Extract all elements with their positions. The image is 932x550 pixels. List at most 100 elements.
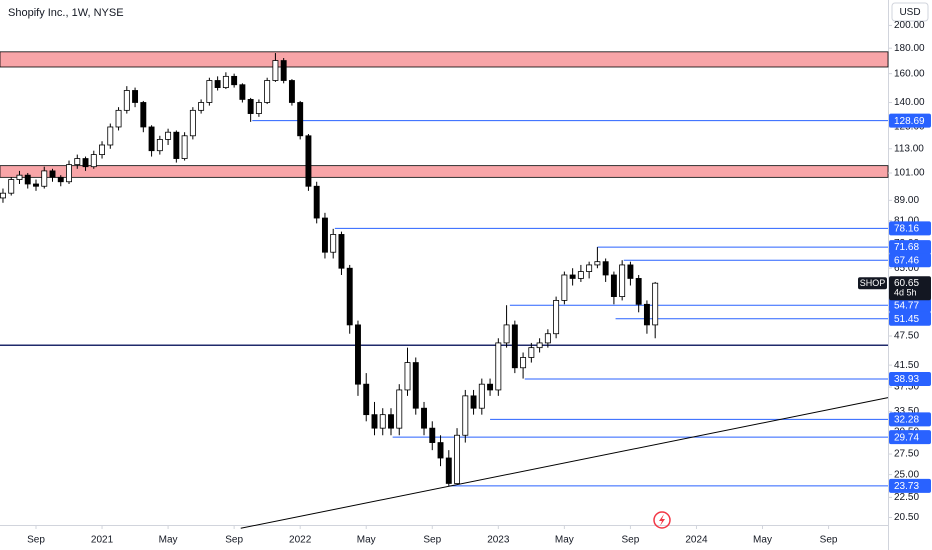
candle-body — [586, 264, 593, 272]
currency[interactable]: USD — [899, 7, 920, 18]
currency-box[interactable] — [891, 2, 929, 22]
candle-body — [511, 324, 518, 369]
candle-body — [454, 434, 461, 484]
y-tick-label: 200.00 — [894, 20, 925, 31]
candle-body — [371, 414, 378, 429]
candle-body — [495, 342, 502, 391]
x-tick-label: May — [357, 535, 376, 546]
resistance-zone — [0, 51, 889, 68]
candle-body — [330, 234, 337, 253]
candle-body — [503, 324, 510, 344]
trendline — [240, 397, 889, 529]
candle-body — [305, 135, 312, 187]
candle-body — [627, 264, 634, 279]
level-price-box — [889, 430, 931, 445]
level-price-box — [889, 240, 931, 255]
resistance-zone — [0, 165, 889, 178]
candle-body — [478, 383, 485, 409]
candle-body — [635, 278, 642, 305]
x-tick-label: Sep — [622, 535, 640, 546]
candle-body — [49, 170, 56, 178]
candle-body — [189, 109, 196, 137]
candle-body — [99, 144, 106, 155]
y-tick-label: 27.50 — [894, 449, 919, 460]
candle-body — [421, 407, 427, 429]
level-price-box — [889, 253, 931, 268]
candle-body — [24, 174, 31, 185]
level-price-box — [889, 298, 931, 313]
candle-body — [231, 75, 238, 86]
level-price-label: 51.45 — [894, 314, 919, 325]
level-price-label: 23.73 — [894, 481, 919, 492]
x-tick-label: 2022 — [289, 535, 312, 546]
candle-body — [594, 261, 601, 266]
y-tick-label: 180.00 — [894, 43, 925, 54]
candle-body — [536, 342, 543, 349]
x-tick-label: 2024 — [685, 535, 708, 546]
candle-body — [396, 389, 403, 429]
candle-body — [82, 158, 89, 168]
candle-body — [412, 362, 419, 409]
candle-body — [181, 135, 188, 159]
chart-title: Shopify Inc., 1W, NYSE — [8, 7, 124, 19]
candle-body — [445, 457, 452, 484]
candle-body — [66, 164, 72, 183]
logo — [653, 511, 671, 529]
candle-body — [363, 383, 370, 416]
candle-body — [429, 427, 436, 443]
candle-body — [123, 90, 130, 111]
level-price-label: 29.74 — [894, 432, 919, 443]
y-tick-label: 33.50 — [894, 406, 919, 417]
y-tick-label: 47.50 — [894, 331, 919, 342]
candle-body — [0, 192, 6, 199]
candle-body — [346, 267, 353, 326]
candle-body — [264, 80, 271, 103]
candle-body — [247, 99, 254, 114]
candle-body — [57, 176, 64, 183]
level-price-box — [889, 311, 931, 326]
level-price-label: 54.77 — [894, 300, 919, 311]
y-tick-label: 81.00 — [894, 215, 919, 226]
candle-body — [140, 102, 147, 128]
candle-body — [652, 282, 659, 326]
level-price-box — [889, 371, 931, 386]
x-tick-label: Sep — [820, 535, 838, 546]
level-price-box — [889, 478, 931, 493]
candle-body — [487, 383, 494, 391]
y-tick-label: 160.00 — [894, 68, 925, 79]
candle-body — [355, 324, 361, 385]
candle-body — [520, 357, 527, 369]
y-tick-label: 65.00 — [894, 263, 919, 274]
level-price-label: 78.16 — [894, 224, 919, 235]
candle-body — [173, 131, 180, 159]
y-tick-label: 89.00 — [894, 195, 919, 206]
candle-body — [643, 303, 650, 326]
candle-body — [214, 80, 221, 88]
level-price-label: 67.46 — [894, 255, 919, 266]
candle-body — [338, 234, 345, 269]
candle-body — [90, 154, 97, 168]
x-tick-label: 2021 — [91, 535, 114, 546]
candle-body — [462, 395, 469, 436]
y-tick-label: 37.50 — [894, 382, 919, 393]
x-tick-label: Sep — [27, 535, 45, 546]
candle-body — [610, 274, 617, 297]
y-tick-label: 25.00 — [894, 469, 919, 480]
candle-body — [602, 261, 609, 276]
candle-body — [33, 183, 39, 187]
y-tick-label: 20.50 — [894, 512, 919, 523]
candle-body — [388, 414, 394, 429]
level-price-label: 38.93 — [894, 374, 919, 385]
candle-body — [165, 131, 172, 140]
y-tick-label: 140.00 — [894, 97, 925, 108]
level-price-label: 32.28 — [894, 415, 919, 426]
candle-body — [156, 139, 163, 152]
y-tick-label: 113.00 — [894, 143, 924, 154]
symbol-box — [858, 277, 887, 290]
candle-body — [107, 126, 114, 146]
y-tick-label: 22.50 — [894, 492, 919, 503]
level-price-box — [889, 412, 931, 427]
y-tick-label: 41.50 — [894, 360, 919, 371]
candle-body — [321, 217, 328, 253]
